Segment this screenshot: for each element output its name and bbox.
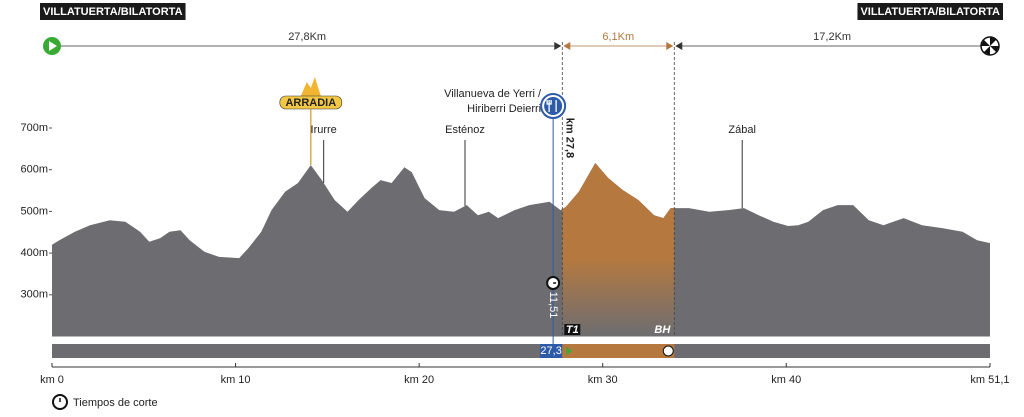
km-label: km 27,8 [563,118,575,158]
section-label: 27,8Km [288,31,326,43]
cutoff-label: 11,51 [547,292,559,319]
place-title: VILLATUERTA/BILATORTA [860,6,1000,18]
arrow [675,42,683,50]
y-tick-label: 700m [20,122,48,134]
title-bg [40,3,186,20]
feed-cutlery [546,100,557,112]
elevation-area [52,163,990,337]
place-label: Irurre [311,124,337,136]
finish-check [981,39,990,46]
finish-check [983,46,990,55]
x-tick-label: km 51,1 [970,374,1009,386]
place-title: VILLATUERTA/BILATORTA [43,6,183,18]
bar-marker-label: 27,3 [540,345,561,357]
x-tick-label: km 30 [588,374,618,386]
y-tick-label: 600m [20,164,48,176]
sponsor-label: BH [654,324,671,336]
feed-label: Villanueva de Yerri / [444,88,542,100]
y-tick-label: 300m [20,289,48,301]
finish-check [990,37,997,46]
y-tick-label: 500m [20,205,48,217]
distance-bar-section [562,344,675,358]
legend-label: Tiempos de corte [73,397,158,409]
arrow [666,42,674,50]
arrow [563,42,571,50]
title-bg [857,3,1003,20]
x-tick-label: km 40 [771,374,801,386]
arrow [554,42,562,50]
t1-label: T1 [566,324,579,336]
finish-check [990,46,999,53]
x-tick-label: km 20 [404,374,434,386]
bar-marker-box [540,344,563,358]
place-label: Esténoz [445,124,485,136]
y-tick-label: 400m [20,247,48,259]
feed-icon-inner [544,97,563,115]
bar-start [566,347,573,355]
section-label: 6,1Km [602,31,634,43]
section-label: 17,2Km [813,31,851,43]
section-highlight [562,163,675,337]
x-tick-label: km 0 [40,374,64,386]
climb-label: ARRADIA [285,97,336,109]
start-play [49,41,57,51]
distance-bar [52,344,990,358]
feed-label: Hiriberri Deierri [467,103,541,115]
x-tick-label: km 10 [221,374,251,386]
climb-icon [300,77,321,96]
place-label: Zábal [728,124,756,136]
t1-box [564,324,581,335]
bar-finish [662,345,674,357]
